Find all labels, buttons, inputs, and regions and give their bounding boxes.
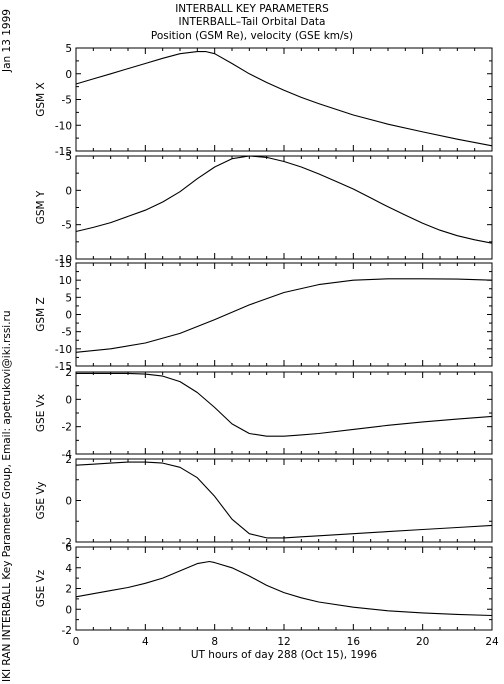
y-tick-label: 4 — [65, 563, 72, 575]
header-line-2: INTERBALL–Tail Orbital Data — [178, 16, 326, 28]
header-line-3: Position (GSM Re), velocity (GSE km/s) — [150, 30, 354, 42]
y-tick-label: 5 — [65, 292, 72, 304]
panel-frame — [75, 47, 493, 152]
y-tick-label: 0 — [65, 69, 72, 81]
y-tick-label: -5 — [62, 220, 72, 232]
panel-frame — [75, 155, 493, 260]
header-line-1: INTERBALL KEY PARAMETERS — [175, 3, 329, 15]
y-tick-label: 2 — [65, 584, 72, 596]
panel-frame — [75, 371, 493, 455]
y-axis-label: GSE Vz — [35, 569, 47, 607]
x-tick-label: 0 — [73, 636, 80, 648]
series-line — [75, 461, 493, 539]
y-axis-label: GSM Y — [35, 190, 47, 224]
y-tick-label: -2 — [62, 422, 72, 434]
y-tick-label: 0 — [65, 496, 72, 508]
series-line — [75, 278, 493, 353]
x-tick-label: 4 — [142, 636, 149, 648]
y-tick-label: -15 — [55, 146, 72, 158]
y-axis-label: GSM Z — [35, 297, 47, 331]
y-tick-label: -5 — [62, 327, 72, 339]
y-tick-label: 0 — [65, 394, 72, 406]
y-tick-label: 0 — [65, 185, 72, 197]
y-tick-label: -5 — [62, 95, 72, 107]
y-tick-label: -2 — [62, 537, 72, 549]
y-tick-label: 15 — [59, 258, 72, 270]
x-axis-label: UT hours of day 288 (Oct 15), 1996 — [191, 649, 378, 661]
series-line — [75, 155, 493, 244]
series-line — [76, 372, 493, 437]
x-tick-label: 12 — [277, 636, 290, 648]
y-axis-label: GSE Vy — [35, 482, 47, 520]
y-tick-label: -10 — [55, 120, 72, 132]
panel-frame — [75, 546, 493, 631]
y-axis-label: GSM X — [35, 82, 47, 116]
x-tick-label: 8 — [211, 636, 218, 648]
y-tick-label: -15 — [55, 361, 72, 373]
y-tick-label: -10 — [55, 344, 72, 356]
y-tick-label: -10 — [55, 254, 72, 266]
y-tick-label: 0 — [65, 604, 72, 616]
y-tick-label: 5 — [65, 151, 72, 163]
series-line — [75, 560, 493, 617]
y-tick-label: -2 — [62, 625, 72, 637]
y-tick-label: -4 — [62, 449, 73, 461]
y-tick-label: 6 — [65, 542, 72, 554]
y-tick-label: 2 — [65, 454, 72, 466]
y-tick-label: 0 — [65, 310, 72, 322]
x-tick-label: 20 — [416, 636, 429, 648]
y-tick-label: 5 — [65, 43, 72, 55]
y-tick-label: 2 — [65, 367, 72, 379]
y-tick-label: 10 — [59, 275, 72, 287]
x-tick-label: 24 — [485, 636, 499, 648]
x-tick-label: 16 — [347, 636, 361, 648]
y-axis-label: GSE Vx — [35, 394, 47, 432]
series-line — [75, 51, 493, 147]
